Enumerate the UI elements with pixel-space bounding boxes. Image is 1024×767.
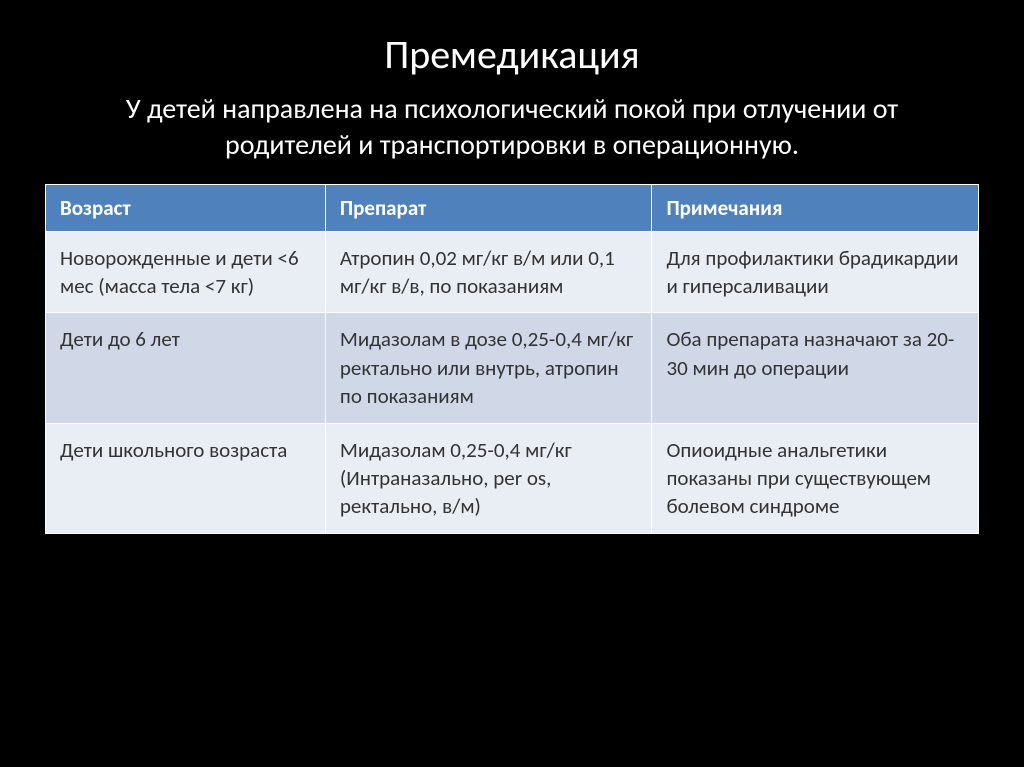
slide-subtitle: У детей направлена на психологический по… (45, 91, 979, 164)
table-header-row: Возраст Препарат Примечания (46, 184, 979, 231)
cell-notes: Оба препарата назначают за 20-30 мин до … (652, 313, 979, 423)
cell-age: Дети до 6 лет (46, 313, 326, 423)
cell-age: Новорожденные и дети <6 мес (масса тела … (46, 231, 326, 313)
cell-notes: Опиоидные анальгетики показаны при сущес… (652, 423, 979, 533)
column-header-notes: Примечания (652, 184, 979, 231)
table-row: Новорожденные и дети <6 мес (масса тела … (46, 231, 979, 313)
column-header-age: Возраст (46, 184, 326, 231)
column-header-drug: Препарат (325, 184, 652, 231)
premedication-table: Возраст Препарат Примечания Новорожденны… (45, 184, 979, 534)
slide-title: Премедикация (45, 30, 979, 79)
cell-age: Дети школьного возраста (46, 423, 326, 533)
cell-drug: Мидазолам 0,25-0,4 мг/кг (Интраназально,… (325, 423, 652, 533)
cell-drug: Мидазолам в дозе 0,25-0,4 мг/кг ректальн… (325, 313, 652, 423)
table-row: Дети школьного возраста Мидазолам 0,25-0… (46, 423, 979, 533)
slide-container: Премедикация У детей направлена на психо… (0, 0, 1024, 767)
cell-notes: Для профилактики брадикардии и гиперсали… (652, 231, 979, 313)
cell-drug: Атропин 0,02 мг/кг в/м или 0,1 мг/кг в/в… (325, 231, 652, 313)
table-row: Дети до 6 лет Мидазолам в дозе 0,25-0,4 … (46, 313, 979, 423)
